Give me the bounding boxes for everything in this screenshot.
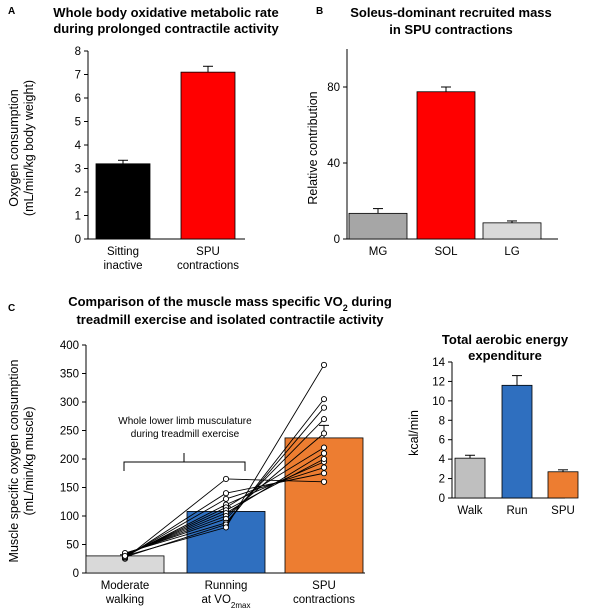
chart-c1-subject-point: [320, 396, 328, 403]
chart-a-title-line: Whole body oxidative metabolic rate: [53, 5, 278, 20]
chart-c1-y-tick-label: 100: [60, 511, 79, 523]
chart-c2-bar: [454, 457, 486, 499]
chart-c2-title-line: expenditure: [468, 348, 542, 363]
chart-c2-title-line: Total aerobic energy: [442, 332, 569, 347]
panel-letter-c: C: [8, 303, 15, 314]
chart-a-y-tick-label: 0: [75, 234, 81, 246]
chart-c1-subject-point: [320, 444, 328, 451]
chart-b-bar: [482, 222, 542, 240]
panel-letter-b: B: [316, 6, 323, 17]
chart-a-y-tick-label: 2: [75, 187, 81, 199]
chart-c1-annotation-bracket: [123, 453, 246, 471]
chart-b-y-label: Relative contribution: [306, 91, 320, 204]
chart-c2-y-tick-label: 8: [439, 415, 445, 427]
chart-c1-y-tick-label: 300: [60, 397, 79, 409]
chart-b-title-line: Soleus-dominant recruited mass: [350, 5, 552, 20]
chart-c2-y-tick-label: 10: [432, 396, 445, 408]
chart-c1-y-label: Muscle specific oxygen consumption(mL/mi…: [7, 360, 36, 563]
chart-a-title-line: during prolonged contractile activity: [53, 21, 279, 36]
chart-c2-category-label: Run: [506, 505, 527, 517]
chart-a-y-tick-label: 8: [75, 46, 81, 58]
chart-b-bar: [416, 91, 476, 240]
chart-a-y-tick-label: 4: [75, 140, 82, 152]
chart-c1-subject-point: [320, 450, 328, 457]
chart-c1-category-label: Running: [205, 580, 248, 592]
chart-a-y-tick-label: 7: [75, 70, 81, 82]
chart-c1-category-label: contractions: [293, 594, 355, 606]
chart-a-y-tick-label: 1: [75, 211, 81, 223]
chart-c1-subject-point: [320, 361, 328, 369]
chart-c1-subject-point: [222, 495, 230, 502]
chart-c1-title-line: Comparison of the muscle mass specific V…: [68, 294, 392, 313]
chart-a-category-label: SPU: [196, 246, 220, 258]
chart-c1-subject-point: [222, 490, 230, 497]
chart-c1-subject-point: [320, 470, 328, 477]
chart-c1-subject-point: [320, 455, 328, 463]
chart-a-y-label: Oxygen consumption(mL/min/kg body weight…: [7, 80, 36, 216]
chart-c1-y-tick-label: 200: [60, 454, 79, 466]
chart-c1-subject-point: [320, 464, 328, 471]
chart-a-y-tick-label: 5: [75, 117, 81, 129]
chart-c1-annotation: during treadmill exercise: [131, 429, 240, 440]
chart-c1-subject-point: [222, 475, 230, 483]
chart-c2-y-tick-label: 14: [432, 357, 445, 369]
chart-a-category-label: Sitting: [107, 246, 139, 258]
chart-c2-bar: [547, 471, 579, 499]
chart-c1-subject-point: [320, 404, 328, 411]
chart-c1-category-label: Moderate: [101, 580, 150, 592]
chart-c2-y-tick-label: 6: [439, 435, 445, 447]
chart-b-category-label: MG: [369, 246, 388, 258]
chart-b-y-tick-label: 40: [327, 158, 340, 170]
chart-a-bar: [180, 71, 236, 240]
chart-c1-title-line: treadmill exercise and isolated contract…: [76, 312, 384, 327]
chart-c1-y-tick-label: 150: [60, 483, 79, 495]
chart-b-title-line: in SPU contractions: [389, 22, 513, 37]
chart-b-category-label: SOL: [434, 246, 458, 258]
chart-b-y-tick-label: 80: [327, 82, 340, 94]
chart-c2-y-tick-label: 4: [439, 454, 446, 466]
chart-c1-y-tick-label: 350: [60, 369, 79, 381]
chart-c2-y-tick-label: 2: [439, 474, 445, 486]
chart-c1-category-label: at VO2max: [202, 594, 251, 610]
chart-c1-category-label: SPU: [312, 580, 336, 592]
chart-c2-y-tick-label: 12: [432, 376, 445, 388]
chart-c1-y-tick-label: 0: [73, 568, 79, 580]
chart-a-y-tick-label: 3: [75, 164, 81, 176]
chart-c2-y-label: kcal/min: [407, 410, 421, 456]
chart-c1-subject-point: [320, 430, 328, 437]
chart-c1-category-label: walking: [105, 594, 144, 606]
chart-b-bar: [348, 212, 408, 240]
panel-letter-a: A: [8, 6, 15, 17]
chart-c1-subject-point: [121, 552, 129, 559]
chart-a-category-label: inactive: [104, 260, 143, 272]
chart-c1-subject-point: [320, 416, 328, 423]
chart-b-y-tick-label: 0: [334, 234, 340, 246]
chart-c1-y-tick-label: 400: [60, 340, 79, 352]
chart-a-category-label: contractions: [177, 260, 239, 272]
chart-c1-subject-point: [222, 524, 230, 531]
chart-c1-y-tick-label: 50: [66, 540, 79, 552]
chart-a-bar: [95, 163, 151, 240]
chart-c1-annotation: Whole lower limb musculature: [118, 416, 252, 427]
chart-c2-category-label: SPU: [551, 505, 575, 517]
chart-c2-y-tick-label: 0: [439, 493, 445, 505]
chart-c2-bar: [501, 384, 533, 499]
chart-a-y-tick-label: 6: [75, 93, 81, 105]
chart-c1-y-tick-label: 250: [60, 426, 79, 438]
chart-c2-category-label: Walk: [457, 505, 482, 517]
chart-c1-subject-point: [320, 478, 328, 485]
chart-b-category-label: LG: [504, 246, 519, 258]
